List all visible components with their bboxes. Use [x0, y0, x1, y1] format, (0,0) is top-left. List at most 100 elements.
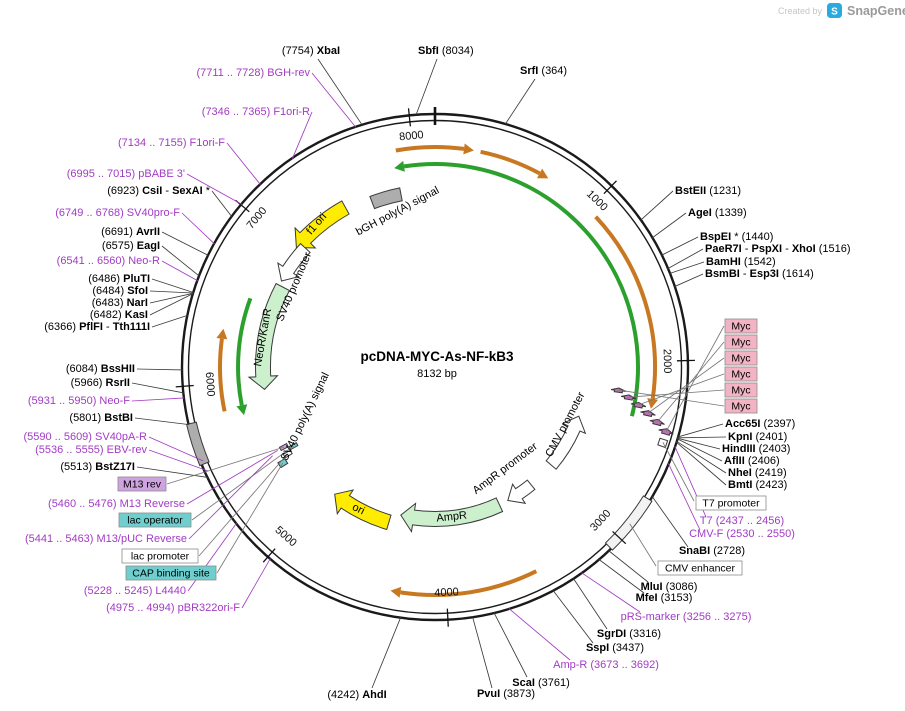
label-sspI: SspI (3437)	[586, 642, 644, 654]
label-cmv-f: CMV-F (2530 .. 2550)	[689, 528, 795, 540]
leader-line-m13-reverse	[186, 450, 278, 505]
leader-line-pvuI	[472, 616, 493, 689]
leader-line-bstbI	[134, 417, 190, 426]
label-t7-promoter-box: T7 promoter	[695, 495, 767, 511]
label-sgrdI: SgrDI (3316)	[597, 628, 661, 640]
label-aflII: AflII (2406)	[724, 455, 780, 467]
feature-sv40-promoter	[277, 242, 311, 282]
feature-f1-ori	[294, 200, 350, 249]
leader-line-scaI	[493, 612, 528, 678]
label-bsmbI-esp3I: BsmBI - Esp3I (1614)	[705, 268, 814, 280]
leader-line-paer7I-pspxI-xhoI	[667, 248, 704, 270]
leader-line-neo-f	[131, 397, 185, 402]
leader-line-ageI	[651, 212, 687, 239]
feature-bgh-polya-signal	[369, 187, 403, 210]
feature-myc-tag-1	[658, 428, 674, 436]
ring-tick	[407, 108, 412, 127]
label-pbr322ori-f: (4975 .. 4994) pBR322ori-F	[106, 602, 240, 614]
leader-line-pbabe-3	[186, 173, 243, 205]
feature-myc-tag-6	[610, 387, 627, 394]
leader-line-sfoI	[149, 290, 194, 294]
leader-line-srfI	[504, 78, 536, 125]
label-lac-promoter-box: lac promoter	[121, 548, 199, 564]
leader-line-cmv-f	[667, 463, 701, 531]
feature-orf-bottom-arrowhead	[390, 586, 402, 598]
leader-line-csiI-sexaI	[211, 190, 233, 218]
leader-line-lac-operator-box	[191, 445, 294, 521]
label-avrII: (6691) AvrII	[101, 226, 160, 238]
leader-line-sv40pro-f	[181, 212, 215, 245]
leader-line-sspI	[552, 590, 594, 644]
feature-neor-kanr	[247, 282, 291, 391]
leader-line-neo-r	[161, 260, 198, 282]
label-l4440: (5228 .. 5245) L4440	[84, 585, 186, 597]
label-kpnI: KpnI (2401)	[728, 431, 787, 443]
label-hindIII: HindIII (2403)	[722, 443, 790, 455]
ring-tick	[612, 530, 627, 545]
label-plutI: (6486) PluTI	[88, 273, 150, 285]
label-sbfI: SbfI (8034)	[418, 45, 474, 57]
label-sv40pro-f: (6749 .. 6768) SV40pro-F	[55, 207, 180, 219]
leader-lines	[131, 58, 727, 689]
leader-line-myc-label-6	[618, 389, 725, 407]
feature-sv40-polya-signal	[186, 421, 210, 467]
label-bsshII: (6084) BssHII	[66, 363, 135, 375]
ori-label: ori	[350, 501, 366, 517]
feature-myc-tag-4	[630, 401, 647, 409]
svg-text:Myc: Myc	[731, 321, 750, 333]
leader-line-kasI	[149, 292, 194, 316]
leader-line-ebv-rev	[148, 449, 208, 472]
leader-line-mfeI	[598, 558, 645, 594]
watermark-brand: SnapGene	[847, 4, 905, 18]
label-acc65I: Acc65I (2397)	[725, 418, 795, 430]
label-myc-label-4: Myc	[724, 366, 758, 382]
label-m13-reverse: (5460 .. 5476) M13 Reverse	[48, 498, 185, 510]
feature-arrows	[186, 143, 674, 598]
feature-ori	[334, 489, 392, 531]
leader-line-ahdI	[371, 617, 402, 689]
leader-line-bsmbI-esp3I	[674, 273, 704, 288]
ring-tick-label: 7000	[245, 205, 270, 231]
leader-line-kpnI	[677, 436, 727, 439]
leader-line-myc-label-3	[647, 357, 725, 414]
label-bstz17I: (5513) BstZ17I	[60, 461, 135, 473]
map-labels: (7754) XbaI SbfI (8034) SrfI (364) (7711 ..…	[23, 45, 850, 701]
feature-ampr-promoter	[507, 479, 536, 504]
leader-line-narI	[149, 292, 194, 304]
svg-text:M13 rev: M13 rev	[123, 479, 162, 491]
ring-tick-label: 8000	[399, 129, 425, 143]
feature-ampr	[400, 497, 504, 533]
leader-line-bsteII	[640, 190, 674, 221]
leader-line-bgh-rev	[311, 72, 357, 128]
leader-line-nheI	[676, 440, 727, 474]
feature-cmv-enhancer-site	[604, 495, 653, 551]
feature-orf-right	[594, 215, 657, 400]
leader-line-eagI	[161, 245, 200, 277]
label-t7-primer: T7 (2437 .. 2456)	[700, 515, 784, 527]
feature-orf-top-b-arrowhead	[537, 168, 549, 179]
feature-orf-top-a-arrowhead	[463, 143, 474, 155]
label-scaI: ScaI (3761)	[512, 677, 570, 689]
label-neo-f: (5931 .. 5950) Neo-F	[28, 395, 130, 407]
feature-transcript-neor	[236, 297, 253, 406]
svg-text:Myc: Myc	[731, 401, 750, 413]
leader-line-prs-marker	[581, 572, 641, 613]
watermark-created-by: Created by	[778, 6, 823, 16]
svg-text:Myc: Myc	[731, 369, 750, 381]
feature-myc-tag-2	[649, 418, 665, 427]
svg-text:lac operator: lac operator	[127, 515, 183, 527]
leader-line-sbfI	[415, 58, 438, 116]
label-m13-puc-reverse: (5441 .. 5463) M13/pUC Reverse	[25, 533, 187, 545]
leader-line-m13-rev-box	[166, 446, 285, 485]
ring-tick	[262, 548, 276, 563]
label-neo-r: (6541 .. 6560) Neo-R	[57, 255, 160, 267]
label-ahdI: (4242) AhdI	[327, 689, 386, 701]
leader-line-bspeI	[661, 236, 699, 256]
label-mluI: MluI (3086)	[641, 581, 698, 593]
leader-line-f1ori-r	[291, 111, 313, 159]
svg-text:CAP binding site: CAP binding site	[132, 568, 210, 580]
label-pflfI-tth111I: (6366) PflFI - Tth111I	[44, 321, 150, 333]
leader-line-cmv-enhancer-box	[629, 523, 657, 567]
feature-orf-bottom	[400, 569, 538, 598]
